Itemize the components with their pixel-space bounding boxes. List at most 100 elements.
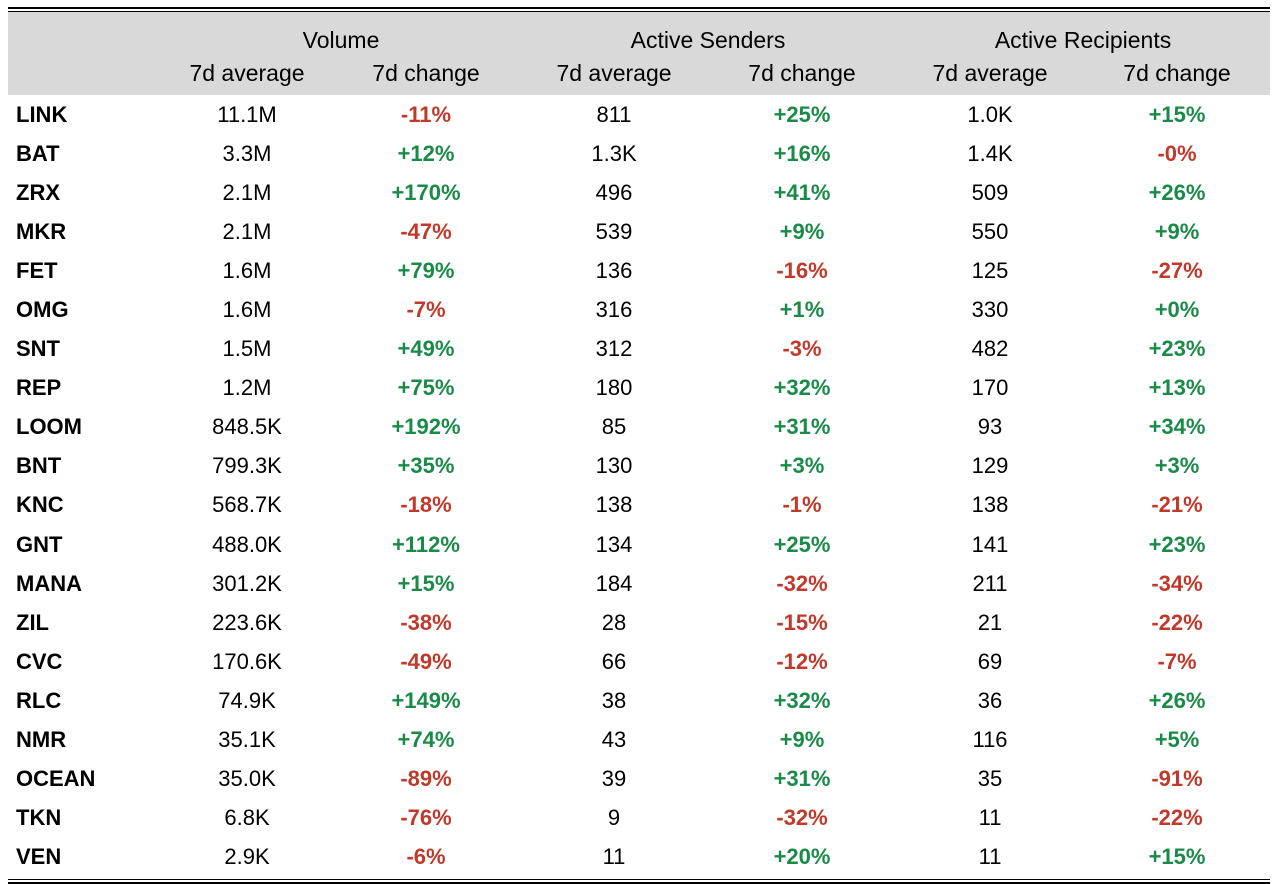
senders-avg-cell: 312 (595, 336, 633, 362)
senders-avg-cell: 130 (595, 453, 633, 479)
volume-avg-cell: 35.0K (218, 766, 276, 792)
senders-avg-cell: 38 (601, 687, 627, 713)
recipients-change-cell: +23% (1148, 531, 1206, 557)
senders-change-cell: +9% (779, 727, 825, 753)
token-metrics-table: Volume Active Senders Active Recipients … (8, 12, 1271, 877)
volume-avg-cell: 1.6M (222, 297, 272, 323)
table-row: ZRX 2.1M +170% 496 +41% 509 +26% (8, 173, 1270, 212)
token-cell: OCEAN (16, 766, 96, 792)
volume-avg-cell: 2.1M (222, 179, 272, 205)
senders-avg-cell: 316 (595, 297, 633, 323)
recipients-avg-cell: 141 (971, 531, 1009, 557)
table-row: BAT 3.3M +12% 1.3K +16% 1.4K -0% (8, 134, 1270, 173)
recipients-avg-cell: 482 (971, 336, 1009, 362)
volume-avg-cell: 11.1M (217, 101, 277, 127)
senders-avg-cell: 539 (595, 218, 633, 244)
volume-change-cell: +170% (391, 179, 461, 205)
volume-avg-cell: 1.5M (222, 336, 272, 362)
table-row: VEN 2.9K -6% 11 +20% 11 +15% (8, 838, 1270, 877)
senders-change-cell: +25% (773, 101, 831, 127)
volume-change-cell: -49% (400, 648, 452, 674)
token-cell: SNT (16, 336, 60, 362)
senders-change-cell: +32% (773, 375, 831, 401)
senders-avg-cell: 134 (595, 531, 633, 557)
token-cell: LINK (16, 101, 68, 127)
senders-change-cell: -32% (776, 805, 828, 831)
token-cell: ZRX (16, 179, 60, 205)
token-subheader-cell (8, 55, 162, 95)
token-cell: MANA (16, 570, 82, 596)
senders-change-cell: +31% (773, 414, 831, 440)
token-cell: REP (16, 375, 62, 401)
group-header-volume: Volume (302, 27, 380, 53)
recipients-change-cell: -27% (1151, 257, 1203, 283)
senders-change-cell: -1% (782, 492, 822, 518)
senders-change-cell: +1% (779, 297, 825, 323)
recipients-change-cell: +26% (1148, 179, 1206, 205)
volume-change-cell: -7% (406, 297, 446, 323)
recipients-avg-cell: 11 (978, 844, 1002, 870)
token-cell: CVC (16, 648, 63, 674)
table-row: OMG 1.6M -7% 316 +1% 330 +0% (8, 290, 1270, 329)
recipients-avg-cell: 211 (972, 570, 1008, 596)
volume-avg-cell: 3.3M (222, 140, 272, 166)
subheader-volume-avg: 7d average (189, 59, 305, 86)
recipients-avg-cell: 35 (977, 766, 1003, 792)
table-row: CVC 170.6K -49% 66 -12% 69 -7% (8, 642, 1270, 681)
volume-avg-cell: 35.1K (218, 727, 276, 753)
volume-avg-cell: 1.6M (222, 257, 272, 283)
table-row: NMR 35.1K +74% 43 +9% 116 +5% (8, 721, 1270, 760)
table-row: REP 1.2M +75% 180 +32% 170 +13% (8, 369, 1270, 408)
token-cell: GNT (16, 531, 63, 557)
recipients-change-cell: +0% (1154, 297, 1200, 323)
volume-change-cell: -47% (400, 218, 452, 244)
recipients-avg-cell: 138 (971, 492, 1009, 518)
senders-avg-cell: 184 (595, 570, 633, 596)
table-top-rule-inner (8, 11, 1270, 12)
token-cell: BNT (16, 453, 62, 479)
senders-change-cell: -12% (776, 648, 828, 674)
senders-change-cell: -15% (776, 609, 828, 635)
recipients-avg-cell: 170 (971, 375, 1009, 401)
senders-avg-cell: 28 (601, 609, 627, 635)
recipients-avg-cell: 1.4K (967, 140, 1013, 166)
recipients-avg-cell: 36 (977, 687, 1003, 713)
subheader-senders-change: 7d change (748, 59, 856, 86)
token-cell: OMG (16, 297, 69, 323)
volume-change-cell: +192% (391, 414, 461, 440)
recipients-avg-cell: 1.0K (967, 101, 1013, 127)
group-header-row: Volume Active Senders Active Recipients (8, 12, 1271, 55)
recipients-change-cell: +15% (1148, 844, 1206, 870)
senders-avg-cell: 496 (595, 179, 633, 205)
token-cell: TKN (16, 805, 62, 831)
recipients-avg-cell: 129 (971, 453, 1009, 479)
volume-change-cell: +75% (397, 375, 455, 401)
table-row: LINK 11.1M -11% 811 +25% 1.0K +15% (8, 95, 1270, 134)
volume-avg-cell: 488.0K (212, 531, 282, 557)
recipients-avg-cell: 21 (977, 609, 1003, 635)
senders-avg-cell: 811 (596, 101, 632, 127)
recipients-avg-cell: 550 (971, 218, 1009, 244)
table-row: ZIL 223.6K -38% 28 -15% 21 -22% (8, 603, 1270, 642)
volume-avg-cell: 74.9K (218, 687, 276, 713)
recipients-change-cell: +34% (1148, 414, 1206, 440)
token-cell: KNC (16, 492, 64, 518)
recipients-change-cell: +23% (1148, 336, 1206, 362)
subheader-recipients-avg: 7d average (932, 59, 1048, 86)
table-body: LINK 11.1M -11% 811 +25% 1.0K +15% BAT 3.3M +12% 1… (8, 95, 1270, 877)
token-cell: ZIL (16, 609, 49, 635)
recipients-change-cell: -34% (1151, 570, 1203, 596)
table-row: TKN 6.8K -76% 9 -32% 11 -22% (8, 799, 1270, 838)
volume-change-cell: +79% (397, 257, 455, 283)
table-row: KNC 568.7K -18% 138 -1% 138 -21% (8, 486, 1270, 525)
senders-avg-cell: 85 (601, 414, 627, 440)
table-row: GNT 488.0K +112% 134 +25% 141 +23% (8, 525, 1270, 564)
table-row: OCEAN 35.0K -89% 39 +31% 35 -91% (8, 760, 1270, 799)
volume-change-cell: +74% (397, 727, 455, 753)
senders-change-cell: -3% (782, 336, 822, 362)
token-cell: RLC (16, 687, 62, 713)
recipients-change-cell: +5% (1154, 727, 1200, 753)
volume-change-cell: -18% (400, 492, 452, 518)
volume-avg-cell: 6.8K (224, 805, 270, 831)
senders-avg-cell: 180 (595, 375, 633, 401)
